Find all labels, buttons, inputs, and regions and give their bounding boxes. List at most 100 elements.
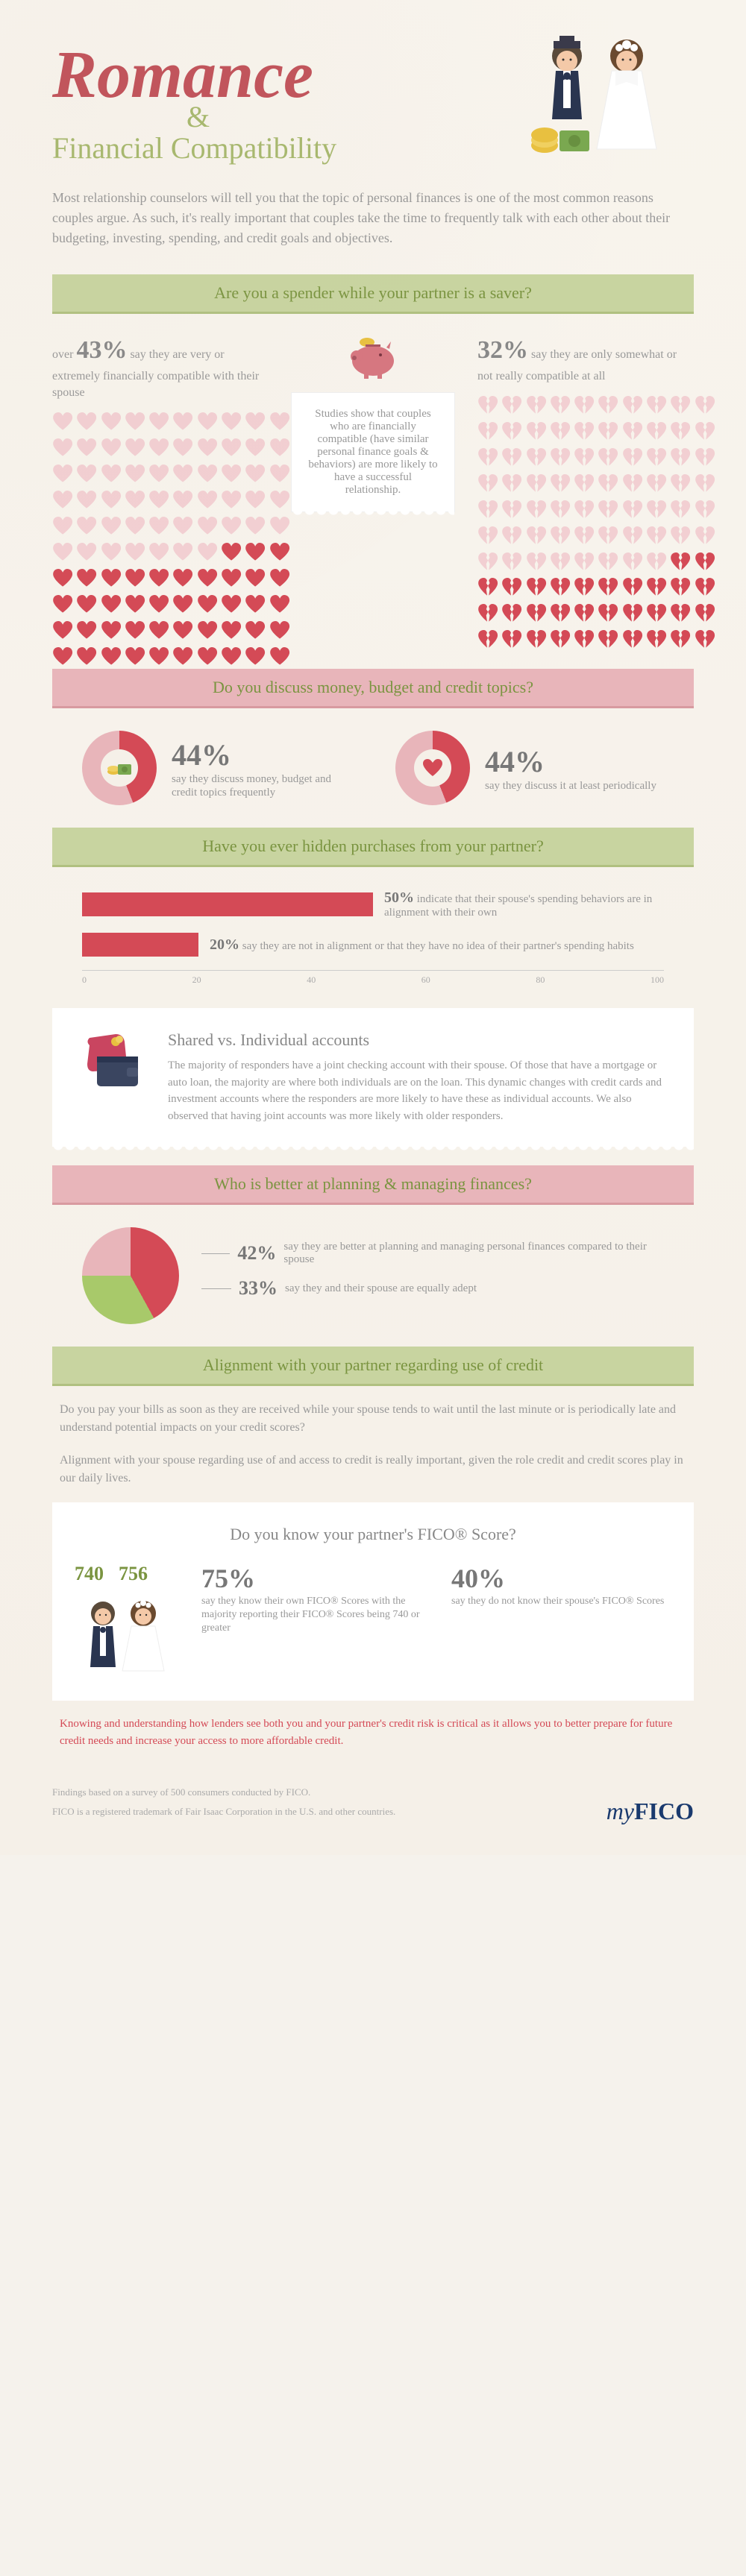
heart-unit	[52, 438, 73, 462]
heart-unit	[221, 465, 242, 488]
fico-title: Do you know your partner's FICO® Score?	[75, 1525, 671, 1544]
heart-unit	[646, 526, 667, 549]
heart-unit	[269, 621, 290, 644]
discuss-desc-2: say they discuss it at least periodicall…	[485, 780, 656, 792]
heart-unit	[550, 604, 571, 627]
heart-unit	[646, 630, 667, 653]
spender-center-column: Studies show that couples who are financ…	[291, 333, 455, 512]
heart-unit	[148, 438, 169, 462]
heart-unit	[477, 396, 498, 419]
heart-unit	[245, 491, 266, 514]
bar-1	[82, 892, 373, 916]
heart-unit	[477, 578, 498, 601]
heart-unit	[526, 578, 547, 601]
heart-unit	[646, 448, 667, 471]
axis-tick: 20	[192, 974, 201, 986]
heart-unit	[125, 543, 145, 566]
heart-unit	[221, 543, 242, 566]
heart-unit	[526, 422, 547, 445]
footer-line1: Findings based on a survey of 500 consum…	[52, 1786, 395, 1798]
bar-2	[82, 933, 198, 957]
heart-unit	[501, 630, 522, 653]
spender-center-box: Studies show that couples who are financ…	[291, 392, 455, 512]
heart-unit	[197, 543, 218, 566]
fico-stat-2: 40% say they do not know their spouse's …	[451, 1563, 671, 1607]
heart-unit	[526, 604, 547, 627]
heart-unit	[550, 630, 571, 653]
heart-unit	[695, 630, 715, 653]
heart-unit	[695, 604, 715, 627]
heart-unit	[76, 517, 97, 540]
heart-unit	[695, 422, 715, 445]
heart-unit	[76, 647, 97, 670]
heart-unit	[477, 552, 498, 576]
heart-unit	[197, 465, 218, 488]
heart-unit	[76, 465, 97, 488]
heart-unit	[221, 412, 242, 435]
heart-unit	[52, 412, 73, 435]
heart-unit	[695, 578, 715, 601]
pie-chart	[82, 1227, 179, 1324]
pie-section: 42% say they are better at planning and …	[82, 1227, 664, 1324]
heart-unit	[125, 517, 145, 540]
infographic-container: Romance & Financial Compatibility Most r…	[0, 0, 746, 1855]
header: Romance & Financial Compatibility	[52, 45, 694, 166]
heart-unit	[670, 396, 691, 419]
heart-unit	[245, 412, 266, 435]
heart-unit	[125, 569, 145, 592]
fico-score-2: 756	[119, 1563, 148, 1585]
heart-unit	[598, 578, 618, 601]
fico-card: Do you know your partner's FICO® Score? …	[52, 1502, 694, 1701]
heart-unit	[574, 604, 595, 627]
heart-unit	[148, 517, 169, 540]
heart-unit	[221, 569, 242, 592]
heart-unit	[148, 412, 169, 435]
heart-unit	[245, 595, 266, 618]
heart-unit	[269, 647, 290, 670]
heart-unit	[101, 621, 122, 644]
axis-tick: 40	[307, 974, 316, 986]
money-icon	[101, 749, 138, 787]
heart-unit	[574, 526, 595, 549]
heart-unit	[574, 396, 595, 419]
heart-unit	[172, 465, 193, 488]
heart-unit	[501, 396, 522, 419]
hearts-grid-left	[52, 412, 269, 650]
bar-chart: 50% indicate that their spouse's spendin…	[82, 889, 664, 986]
heart-unit	[670, 630, 691, 653]
heart-unit	[501, 578, 522, 601]
heart-unit	[52, 517, 73, 540]
heart-unit	[101, 543, 122, 566]
heart-icon	[414, 749, 451, 787]
discuss-pct-2: 44%	[485, 744, 656, 779]
section-planning-banner: Who is better at planning & managing fin…	[52, 1165, 694, 1205]
heart-unit	[526, 448, 547, 471]
heart-unit	[125, 412, 145, 435]
section-spender-banner: Are you a spender while your partner is …	[52, 274, 694, 314]
heart-unit	[622, 630, 643, 653]
heart-unit	[622, 526, 643, 549]
heart-unit	[52, 595, 73, 618]
heart-unit	[622, 396, 643, 419]
heart-unit	[269, 569, 290, 592]
heart-unit	[501, 526, 522, 549]
heart-unit	[622, 422, 643, 445]
axis-tick: 80	[536, 974, 545, 986]
heart-unit	[52, 647, 73, 670]
heart-unit	[670, 500, 691, 523]
heart-unit	[526, 552, 547, 576]
heart-unit	[76, 569, 97, 592]
heart-unit	[245, 543, 266, 566]
heart-unit	[550, 500, 571, 523]
heart-unit	[598, 500, 618, 523]
heart-unit	[101, 465, 122, 488]
heart-unit	[574, 500, 595, 523]
heart-unit	[148, 595, 169, 618]
axis-tick: 0	[82, 974, 87, 986]
fico-couple: 740 756	[75, 1563, 172, 1678]
heart-unit	[269, 438, 290, 462]
heart-unit	[574, 630, 595, 653]
heart-unit	[101, 595, 122, 618]
donut-chart-2	[395, 731, 470, 805]
heart-unit	[245, 438, 266, 462]
